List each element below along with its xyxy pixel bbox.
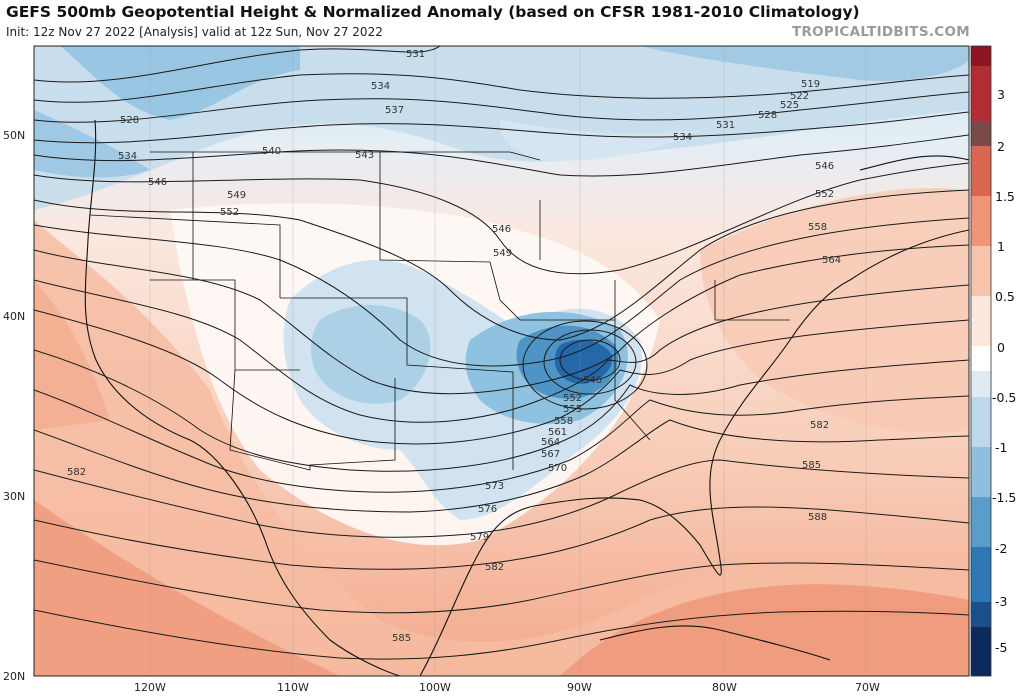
lon-label-80w: 80W	[712, 681, 737, 694]
colorbar-tick: -2	[995, 541, 1007, 556]
contour-label: 534	[118, 151, 137, 162]
colorbar-tick: -1.5	[992, 490, 1016, 505]
contour-label: 552	[563, 393, 582, 404]
contour-label: 531	[716, 120, 735, 131]
colorbar-seg	[971, 447, 991, 497]
lon-label-110w: 110W	[277, 681, 309, 694]
contour-label: 582	[810, 420, 829, 431]
lat-label-20n: 20N	[3, 670, 25, 683]
contour-label: 528	[758, 110, 777, 121]
chart-title: GEFS 500mb Geopotential Height & Normali…	[6, 3, 860, 21]
lon-label-70w: 70W	[855, 681, 880, 694]
lon-label-90w: 90W	[567, 681, 592, 694]
colorbar-tick: 2	[997, 139, 1005, 154]
colorbar-seg	[971, 602, 991, 627]
anomaly-field	[34, 46, 969, 676]
colorbar-seg	[971, 196, 991, 246]
contour-label: 582	[67, 467, 86, 478]
contour-label: 558	[808, 222, 827, 233]
contour-label: 534	[673, 132, 692, 143]
contour-label: 540	[262, 146, 281, 157]
contour-label: 573	[485, 481, 504, 492]
colorbar-seg	[971, 296, 991, 346]
colorbar-seg	[971, 46, 991, 66]
contour-label: 549	[493, 248, 512, 259]
colorbar-tick: -1	[995, 440, 1007, 455]
contour-label: 537	[385, 105, 404, 116]
init-valid-subtitle: Init: 12z Nov 27 2022 [Analysis] valid a…	[6, 25, 383, 39]
contour-label: 534	[371, 81, 390, 92]
latitude-labels: 50N 40N 30N 20N	[3, 129, 25, 683]
contour-labels: 531 534 537 528 534 546 540 543 549 552 …	[67, 49, 841, 644]
contour-label: 564	[822, 255, 841, 266]
contour-label: 546	[815, 161, 834, 172]
contour-label: 570	[548, 463, 567, 474]
contour-label: 555	[563, 404, 582, 415]
contour-label: 579	[470, 532, 489, 543]
colorbar: 3 2 1.5 1 0.5 0 -0.5 -1 -1.5 -2 -3 -5	[970, 45, 1016, 677]
contour-label: 576	[478, 504, 497, 515]
contour-label: 561	[548, 427, 567, 438]
colorbar-tick: -0.5	[992, 390, 1016, 405]
contour-label: 519	[801, 79, 820, 90]
contour-label: 546	[492, 224, 511, 235]
colorbar-seg	[971, 397, 991, 447]
colorbar-tick: -3	[995, 594, 1007, 609]
colorbar-tick: 1.5	[995, 189, 1015, 204]
lat-label-40n: 40N	[3, 310, 25, 323]
height-contours	[34, 46, 969, 660]
contour-label: 543	[355, 150, 374, 161]
state-borders	[89, 151, 790, 471]
colorbar-seg	[971, 346, 991, 371]
contour-label: 552	[220, 207, 239, 218]
colorbar-seg	[971, 121, 991, 146]
contour-label: 522	[790, 91, 809, 102]
colorbar-seg	[971, 371, 991, 397]
colorbar-seg	[971, 246, 991, 296]
map-frame	[33, 45, 970, 677]
contour-label: 525	[780, 100, 799, 111]
contour-label: 531	[406, 49, 425, 60]
contour-label: 558	[554, 416, 573, 427]
contour-label: 588	[808, 512, 827, 523]
colorbar-seg	[971, 547, 991, 602]
longitude-labels: 120W 110W 100W 90W 80W 70W	[134, 681, 880, 694]
contour-label: 564	[541, 437, 560, 448]
colorbar-tick: 1	[997, 239, 1005, 254]
colorbar-seg	[971, 627, 991, 676]
lat-label-30n: 30N	[3, 490, 25, 503]
colorbar-seg	[971, 66, 991, 121]
contour-label: 567	[541, 449, 560, 460]
colorbar-tick: 0	[997, 340, 1005, 355]
low-center-label: 546	[583, 375, 602, 386]
colorbar-tick: 0.5	[995, 289, 1015, 304]
site-watermark: TROPICALTIDBITS.COM	[791, 24, 970, 40]
colorbar-tick: -5	[995, 640, 1007, 655]
contour-label: 549	[227, 190, 246, 201]
colorbar-tick: 3	[997, 87, 1005, 102]
lon-label-100w: 100W	[419, 681, 451, 694]
contour-label: 552	[815, 189, 834, 200]
contour-label: 585	[392, 633, 411, 644]
lon-label-120w: 120W	[134, 681, 166, 694]
contour-label: 582	[485, 562, 504, 573]
contour-label: 528	[120, 115, 139, 126]
colorbar-seg	[971, 497, 991, 547]
colorbar-seg	[971, 146, 991, 196]
lat-label-50n: 50N	[3, 129, 25, 142]
contour-label: 585	[802, 460, 821, 471]
contour-label: 546	[148, 177, 167, 188]
coastlines	[84, 119, 969, 676]
